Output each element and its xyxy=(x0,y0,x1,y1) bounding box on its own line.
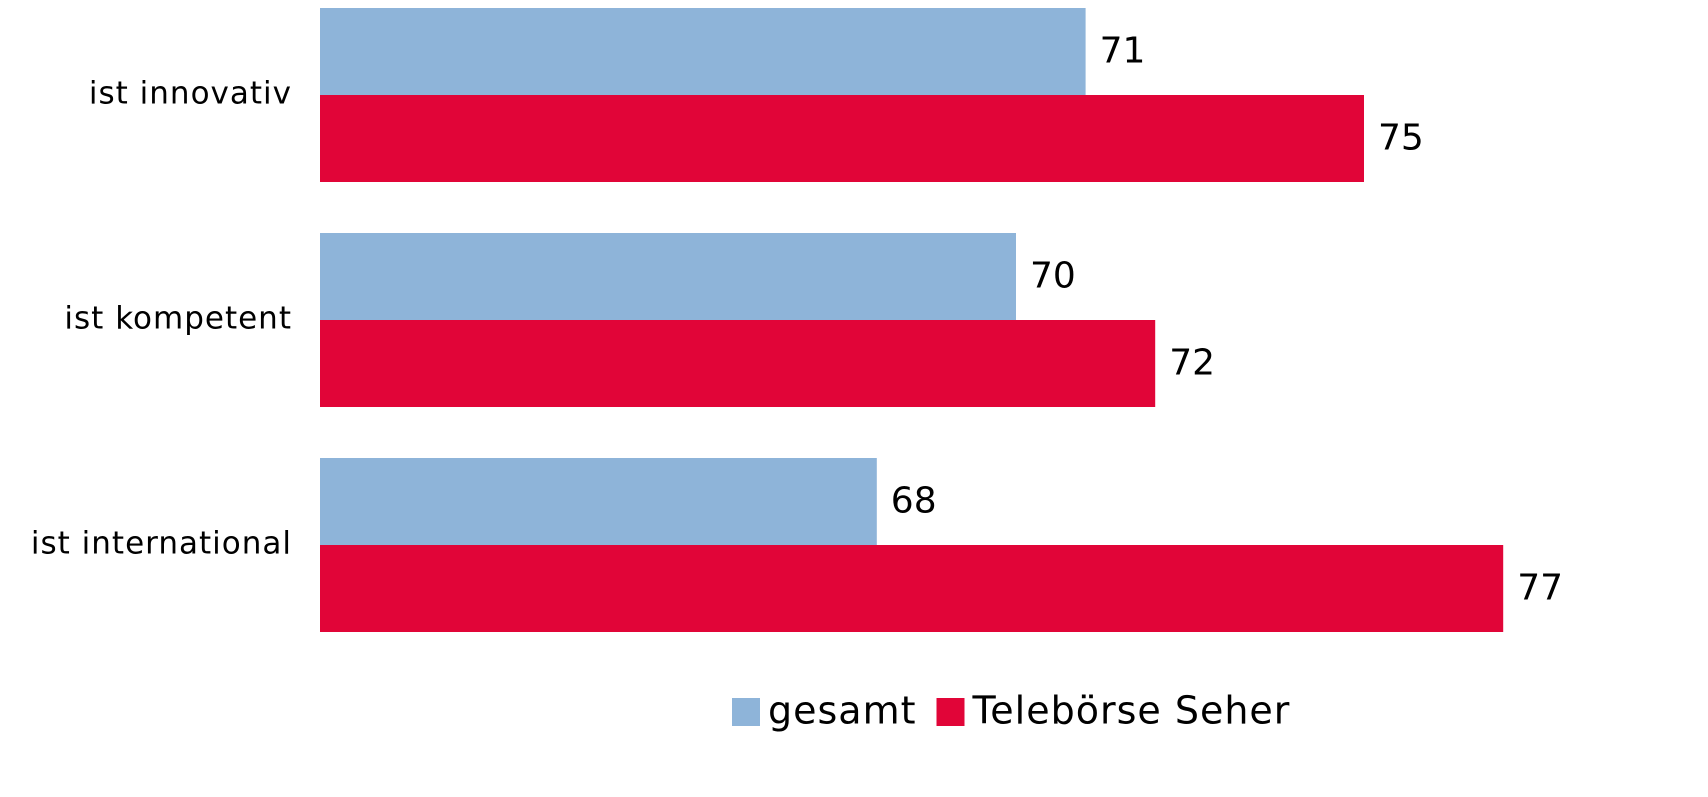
bar xyxy=(320,95,1364,182)
y-tick-label: ist kompetent xyxy=(64,301,292,337)
legend-swatch xyxy=(936,698,965,726)
value-label: 68 xyxy=(891,481,937,522)
value-label: 77 xyxy=(1517,568,1563,609)
bar xyxy=(320,233,1016,320)
y-tick-label: ist international xyxy=(31,526,292,562)
y-tick-label: ist innovativ xyxy=(89,76,292,112)
value-label: 71 xyxy=(1100,31,1146,72)
bar xyxy=(320,8,1086,95)
legend-label: Telebörse Seher xyxy=(972,689,1291,733)
bar xyxy=(320,545,1504,632)
value-label: 75 xyxy=(1378,118,1424,159)
bar xyxy=(320,458,877,545)
value-label: 70 xyxy=(1030,256,1076,297)
bar xyxy=(320,320,1156,407)
value-label: 72 xyxy=(1169,343,1215,384)
legend-swatch xyxy=(732,698,760,726)
legend-label: gesamt xyxy=(768,689,917,733)
